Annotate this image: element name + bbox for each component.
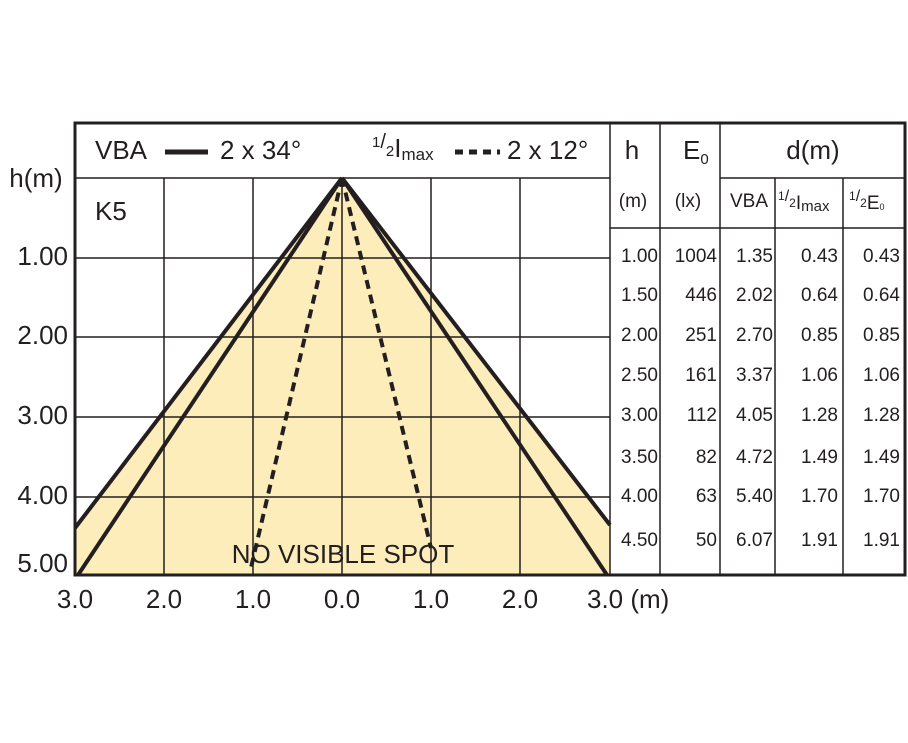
table-cell: 3.00	[621, 405, 658, 426]
sub: 0	[880, 202, 885, 212]
note: NO VISIBLE SPOT	[232, 539, 455, 569]
table-subheader: VBA	[730, 191, 768, 212]
slash: /	[785, 188, 790, 205]
table-cell: 1.28	[863, 405, 900, 426]
frac-den: 2	[860, 196, 867, 210]
table-cell: 112	[687, 405, 717, 426]
imax-line	[248, 177, 344, 573]
y-tick-label: 3.00	[17, 400, 68, 430]
table-cell: 1004	[675, 246, 718, 267]
table-cell: 3.50	[621, 447, 658, 468]
table-cell: 1.28	[801, 405, 838, 426]
table-cell: 251	[685, 325, 717, 346]
table-cell: 4.05	[736, 405, 773, 426]
sub: max	[401, 145, 434, 164]
table-subheader: (m)	[619, 191, 647, 212]
legend-vba: VBA	[95, 135, 148, 165]
frac-den: 2	[789, 196, 796, 210]
table-cell: 446	[685, 285, 717, 306]
table-cell: 1.50	[621, 285, 658, 306]
x-tick-label: 1.0	[235, 584, 271, 614]
table-cell: 4.50	[621, 530, 658, 551]
table-cell: 0.43	[801, 246, 838, 267]
table-cell: 1.49	[801, 447, 838, 468]
x-tick-label: 1.0	[413, 584, 449, 614]
table-cell: 1.49	[863, 447, 900, 468]
table-cell: 0.64	[863, 285, 900, 306]
table-header: E0	[683, 135, 709, 168]
table-cell: 0.85	[801, 325, 838, 346]
table-cell: 82	[696, 447, 717, 468]
y-tick-label: 2.00	[17, 320, 68, 350]
frac-num: 1	[372, 134, 380, 151]
table-cell: 1.91	[863, 530, 900, 551]
frac-den: 2	[386, 143, 394, 160]
letter: I	[394, 133, 401, 163]
x-tick-label: 2.0	[502, 584, 538, 614]
table-cell: 0.64	[801, 285, 838, 306]
frac-num: 1	[849, 189, 856, 203]
table-cell: 3.37	[736, 365, 773, 386]
table-cell: 4.72	[736, 447, 773, 468]
table-cell: 161	[685, 365, 717, 386]
letter: E	[867, 193, 880, 214]
table-cell: 2.02	[736, 285, 773, 306]
x-tick-label: 2.0	[146, 584, 182, 614]
frac-num: 1	[778, 189, 785, 203]
table-subheader: 1/2E0	[849, 188, 885, 214]
x-tick-label: 3.0	[57, 584, 93, 614]
legend-vba-angle: 2 x 34°	[220, 135, 301, 165]
table-subheader: 1/2Imax	[778, 188, 830, 215]
frame	[73, 121, 907, 577]
table-cell: 1.91	[801, 530, 838, 551]
table-cell: 1.00	[621, 246, 658, 267]
slash: /	[856, 188, 861, 205]
table-header: d(m)	[786, 135, 839, 165]
x-tick-label: 3.0 (m)	[587, 584, 669, 614]
table-cell: 4.00	[621, 486, 658, 507]
table-cell: 1.70	[801, 486, 838, 507]
table-cell: 2.00	[621, 325, 658, 346]
label: K5	[95, 196, 127, 226]
table-cell: 50	[696, 530, 717, 551]
table-cell: 2.50	[621, 365, 658, 386]
sub: max	[801, 198, 830, 215]
y-tick-label: 5.00	[17, 548, 68, 578]
table-cell: 1.35	[736, 246, 773, 267]
legend-imax-angle: 2 x 12°	[507, 135, 588, 165]
y-tick-label: 4.00	[17, 480, 68, 510]
table-cell: 63	[696, 486, 717, 507]
table-cell: 1.06	[863, 365, 900, 386]
x-tick-label: 0.0	[324, 584, 360, 614]
letter: E	[683, 135, 700, 165]
table-cell: 6.07	[736, 530, 773, 551]
slash: /	[380, 131, 386, 153]
vba-line	[73, 176, 344, 530]
letter: I	[796, 193, 801, 214]
grid	[75, 178, 610, 575]
table-cell: 5.40	[736, 486, 773, 507]
table-cell: 2.70	[736, 325, 773, 346]
table-cell: 0.85	[863, 325, 900, 346]
cone-line	[340, 176, 609, 577]
table-cell: 1.06	[801, 365, 838, 386]
imax-line	[340, 177, 433, 549]
table-header: h	[625, 135, 639, 165]
vba-line	[340, 176, 612, 527]
sub: 0	[700, 151, 708, 168]
cone-line	[76, 176, 344, 577]
table-cell: 0.43	[863, 246, 900, 267]
y-tick-label: 1.00	[17, 241, 68, 271]
y-axis-title: h(m)	[9, 163, 62, 193]
table-cell: 1.70	[863, 486, 900, 507]
legend-imax: 1/2Imax	[372, 131, 434, 164]
table-subheader: (lx)	[675, 191, 701, 212]
